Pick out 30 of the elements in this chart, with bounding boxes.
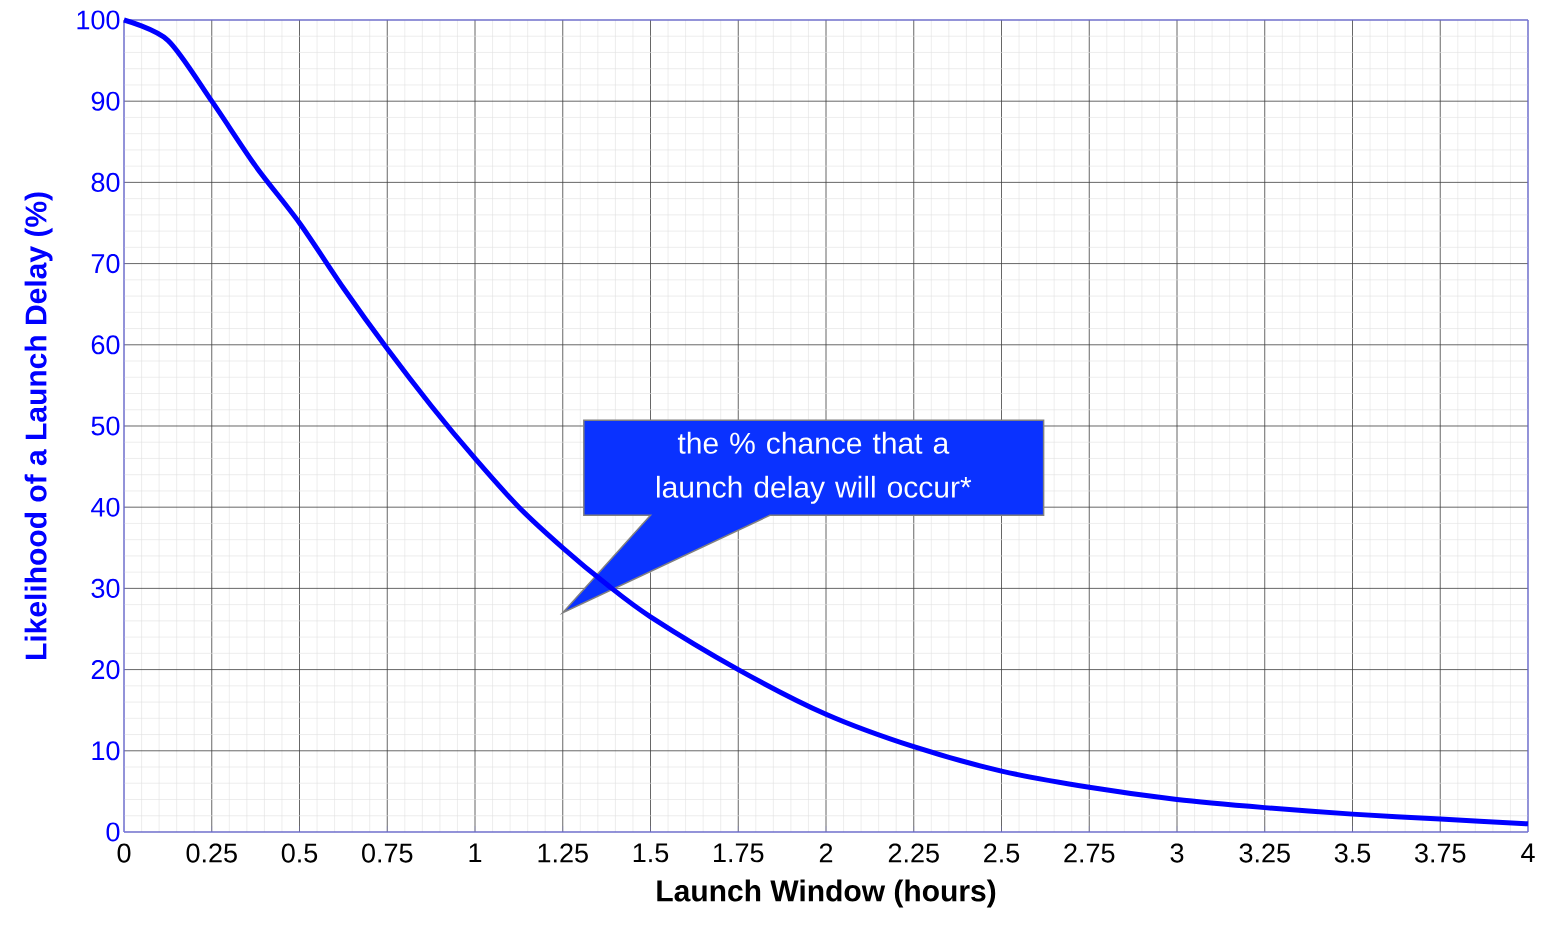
y-tick-label: 30 xyxy=(91,578,120,598)
y-tick-label: 20 xyxy=(91,660,120,680)
y-tick-label: 10 xyxy=(92,741,120,761)
x-axis-title: Launch Window (hours) xyxy=(657,879,996,908)
y-tick-label: 70 xyxy=(91,254,120,274)
x-tick-label: 1.25 xyxy=(538,843,588,863)
y-tick-label: 50 xyxy=(91,416,120,436)
x-tick-label: 1.75 xyxy=(714,843,764,863)
x-tick-label: 3 xyxy=(1170,843,1184,863)
y-tick-label: 80 xyxy=(91,172,120,192)
x-tick-label: 1 xyxy=(469,843,482,863)
x-tick-label: 0.25 xyxy=(186,843,237,863)
y-tick-label: 90 xyxy=(91,91,120,111)
x-tick-label: 2.75 xyxy=(1064,843,1115,863)
y-axis-title: Likelihood of a Launch Delay (%) xyxy=(24,192,53,660)
y-tick-label: 40 xyxy=(91,497,120,517)
x-tick-label: 0.5 xyxy=(281,843,318,863)
y-tick-label: 100 xyxy=(77,10,120,30)
x-tick-label: 1.5 xyxy=(633,843,669,863)
x-tick-label: 3.75 xyxy=(1415,843,1466,863)
x-tick-label: 3.25 xyxy=(1239,843,1290,863)
y-tick-label: 0 xyxy=(106,822,120,842)
x-tick-label: 4 xyxy=(1521,843,1535,863)
x-tick-label: 0.75 xyxy=(362,843,413,863)
y-tick-label: 60 xyxy=(91,335,120,355)
x-tick-label: 2.25 xyxy=(888,843,939,863)
x-tick-label: 2 xyxy=(819,843,833,863)
x-tick-label: 3.5 xyxy=(1334,843,1371,863)
x-tick-label: 2.5 xyxy=(984,843,1020,863)
annotation: the % chance that a launch delay will occur* xyxy=(656,431,972,504)
